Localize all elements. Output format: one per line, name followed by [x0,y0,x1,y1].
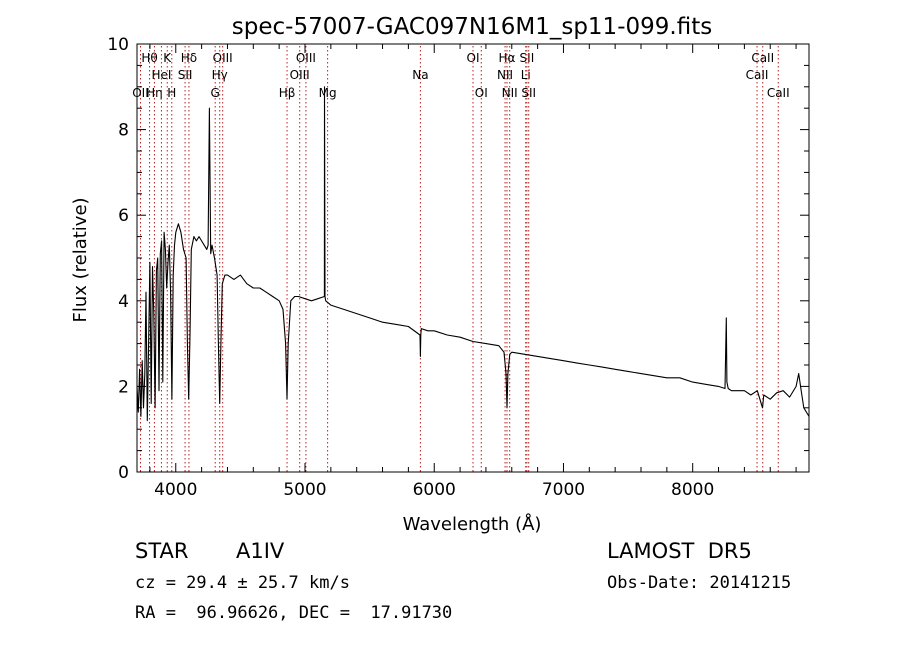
spectral-line-label: NII [497,68,513,82]
x-tick-label: 5000 [283,480,326,500]
spectral-line-label: OI [475,86,488,100]
spectral-line-label: OIII [296,51,316,65]
y-tick-label: 4 [118,292,129,312]
observation-date: Obs-Date: 20141215 [607,573,792,593]
spectral-line-label: Na [412,68,428,82]
y-tick-label: 2 [118,377,129,397]
spectral-line-label: H [167,86,176,100]
spectral-line-label: HeI [151,68,171,82]
spectrum-series [136,86,810,422]
spectral-line-label: Hη [146,86,163,100]
spectral-line-label: K [163,51,172,65]
spectral-line-label: Hγ [212,68,228,82]
y-tick-label: 8 [118,121,129,141]
object-class: STAR [135,539,189,563]
spectral-line-label: Hθ [141,51,157,65]
chart-title: spec-57007-GAC097N16M1_sp11-099.fits [232,14,712,40]
x-tick-label: 4000 [154,480,197,500]
x-tick-label: 8000 [671,480,714,500]
spectral-line-label: SII [521,86,536,100]
survey-name: LAMOST DR5 [607,539,752,563]
spectral-line-label: Hα [499,51,516,65]
spectral-line-label: Li [521,68,531,82]
spectral-line-label: OIII [213,51,233,65]
y-tick-label: 10 [107,35,129,55]
spectral-line-label: Mg [319,86,337,100]
spectral-line-label: CaII [767,86,790,100]
y-tick-label: 6 [118,206,129,226]
spectral-line-label: OI [467,51,480,65]
x-tick-label: 7000 [542,480,585,500]
spectrum-line [136,86,810,422]
spectral-line-label: OII [132,86,149,100]
y-tick-label: 0 [118,463,129,483]
x-axis-label: Wavelength (Å) [403,513,542,535]
object-subclass: A1IV [236,539,285,563]
coordinates: RA = 96.96626, DEC = 17.91730 [135,603,453,623]
axes: 4000 5000 6000 7000 8000 0 2 4 6 8 10 [107,35,810,500]
spectral-line-label: NII [502,86,518,100]
x-tick-label: 6000 [413,480,456,500]
spectral-line-label: SII [520,51,535,65]
y-axis-label: Flux (relative) [70,197,91,322]
spectral-line-label: SII [178,68,193,82]
spectral-line-label: OIII [290,68,310,82]
spectral-line-label: G [211,86,220,100]
spectral-line-label: Hδ [181,51,197,65]
spectral-line-markers: OII Hθ Hη HeI K H Hδ SII OIII Hγ G Hβ OIII OIII Mg Na OI… [132,46,790,472]
spectral-line-label: Hβ [279,86,296,100]
spectral-line-label: CaII [751,51,774,65]
redshift-cz: cz = 29.4 ± 25.7 km/s [135,573,350,593]
spectral-line-label: CaII [746,68,769,82]
